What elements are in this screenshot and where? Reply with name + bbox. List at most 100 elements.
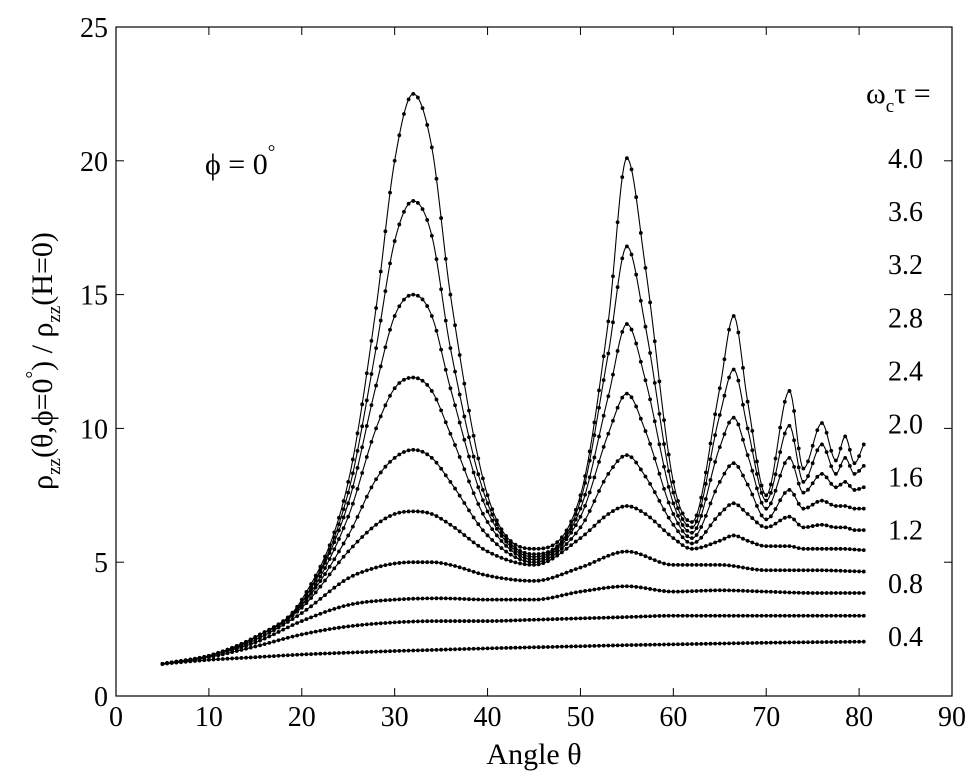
series-point [360,600,365,605]
series-point [838,591,843,595]
series-point [318,651,323,656]
series-point [559,542,564,547]
series-point [453,619,457,623]
series-point [471,569,476,574]
series-point [504,543,509,548]
series-point [782,590,787,595]
series-point [490,619,495,623]
series-point [550,554,555,558]
series-point [434,460,439,465]
series-point [662,613,666,618]
series-point [318,564,323,569]
series-point [680,517,685,522]
series-point [624,504,629,508]
series-point [708,441,713,446]
series-point [425,123,430,127]
series-point [364,622,369,627]
series-point [824,500,829,504]
series-point [578,498,583,503]
series-point [434,257,439,262]
series-point [569,537,574,541]
y-tick-label: 20 [80,147,108,178]
series-point [838,613,843,618]
series-point [248,655,253,660]
series-point [457,529,462,534]
series-point [439,516,444,521]
series-point [355,486,360,491]
series-point [829,640,834,644]
series-point [601,354,606,359]
marker-layer [160,92,866,666]
series-point [792,613,796,618]
series-point [727,534,731,539]
series-point [690,530,694,535]
series-point [448,480,453,484]
series-point [327,589,332,594]
series-point [392,455,397,460]
series-point [801,613,806,618]
series-point [513,548,518,553]
series-point [481,498,485,503]
series-point [392,561,397,566]
series-point [759,613,764,618]
series-point [471,491,476,495]
series-point [550,556,555,561]
series-point [768,501,773,506]
series-point [815,448,820,453]
series-point [522,556,527,560]
series-point [857,506,862,511]
series-point [759,491,764,495]
series-point [197,658,202,663]
series-point [211,657,216,662]
series-point [592,420,597,425]
series-point [443,619,448,623]
series-point [759,568,764,572]
series-point [508,559,513,564]
series-point [662,442,666,446]
series-point [429,619,434,624]
series-point [838,568,843,573]
series-point [643,265,648,270]
series-point [741,473,745,478]
series-point [559,593,564,598]
x-tick-label: 40 [474,702,502,733]
series-point [564,592,569,597]
series-point [736,588,741,593]
series-point [587,588,592,593]
series-point [629,643,634,647]
series-point [592,475,597,480]
series-point [787,640,792,645]
series-point [258,643,262,648]
series-point [559,546,564,551]
series-point [415,376,420,381]
series-point [262,636,267,641]
series-point [745,453,750,458]
series-point [555,617,560,621]
series-point [411,596,416,601]
series-point [406,376,411,380]
series-point [824,568,829,573]
series-point [304,601,309,605]
series-point [397,649,402,653]
series-point [648,515,653,520]
series-point [741,402,745,407]
series-point [843,525,848,530]
series-point [703,641,708,646]
series-point [861,639,866,644]
x-tick-label: 30 [381,702,409,733]
series-point [397,381,402,385]
series-point [392,512,397,516]
series-point [248,645,253,650]
series-point [629,615,634,619]
series-point [485,597,490,602]
series-point [620,329,625,334]
series-point [341,579,346,583]
series-point [304,652,309,657]
series-point [815,500,820,504]
series-point [443,647,448,652]
series-point [634,195,639,200]
series-point [768,568,773,573]
series-point [369,599,374,604]
series-point [262,633,267,638]
series-point [587,528,592,533]
